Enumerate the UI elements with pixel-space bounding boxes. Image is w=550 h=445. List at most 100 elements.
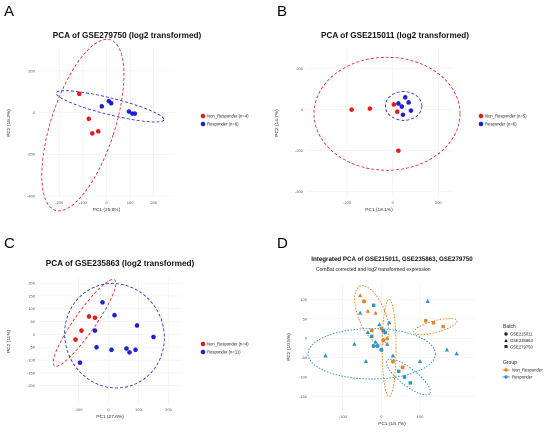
y-tick-label: 50 bbox=[31, 319, 36, 324]
confidence-ellipse bbox=[384, 91, 423, 121]
confidence-ellipse bbox=[64, 283, 165, 389]
x-tick-label: 0 bbox=[380, 414, 383, 419]
confidence-ellipse bbox=[413, 318, 458, 336]
y-tick-label: -400 bbox=[27, 193, 36, 198]
data-point bbox=[362, 299, 367, 304]
y-tick-label: 100 bbox=[28, 306, 35, 311]
data-point bbox=[112, 312, 117, 318]
panel-c-title: PCA of GSE235863 (log2 transformed) bbox=[46, 259, 195, 268]
data-point bbox=[349, 107, 354, 112]
data-point bbox=[132, 111, 138, 116]
legend-group-label: Responder bbox=[512, 375, 533, 380]
confidence-ellipse bbox=[381, 299, 397, 397]
panel-c-plot: -100 0 100 200 200 150 100 50 0 -50 -100 -150 -200 PC… bbox=[6, 278, 182, 420]
data-point bbox=[408, 381, 413, 385]
data-point bbox=[108, 100, 114, 106]
data-point bbox=[79, 328, 84, 333]
y-tick-label: 0 bbox=[301, 107, 304, 112]
data-point bbox=[379, 326, 384, 331]
y-axis-label: PC2 (16.3%) bbox=[6, 109, 12, 137]
panel-d-subtitle: ComBat corrected and log2 transformed ex… bbox=[316, 267, 431, 273]
data-point bbox=[357, 310, 363, 315]
confidence-ellipse bbox=[313, 56, 461, 171]
x-tick-label: 100 bbox=[135, 407, 142, 412]
panel-letter-a: A bbox=[4, 3, 14, 20]
legend-batch-label: GSE279750 bbox=[510, 345, 533, 350]
data-point bbox=[425, 299, 430, 304]
y-tick-label: -150 bbox=[27, 370, 36, 375]
legend-batch-label: GSE235863 bbox=[510, 338, 533, 343]
data-point bbox=[384, 335, 390, 340]
legend-label-responder: Responder (n=11) bbox=[207, 350, 241, 355]
legend-marker-non-responder bbox=[200, 341, 206, 347]
confidence-ellipse bbox=[307, 328, 436, 380]
data-point bbox=[352, 341, 357, 346]
data-point bbox=[109, 347, 114, 353]
panel-d-title: Integrated PCA of GSE215011, GSE235863, … bbox=[311, 256, 473, 263]
data-point bbox=[371, 303, 376, 307]
legend-marker-responder bbox=[478, 121, 484, 127]
data-point bbox=[396, 101, 401, 106]
data-point bbox=[86, 314, 92, 319]
legend-label-non-responder: Non_Responder (n=5) bbox=[485, 114, 527, 119]
panel-letter-b: B bbox=[277, 3, 287, 20]
panel-letter-c: C bbox=[4, 235, 15, 252]
data-point bbox=[92, 328, 98, 333]
legend-label-non-responder: Non_Responder (n=4) bbox=[207, 114, 249, 119]
data-point bbox=[92, 315, 98, 321]
x-tick-label: -100 bbox=[74, 407, 83, 412]
y-tick-label: 200 bbox=[296, 66, 303, 71]
y-tick-label: -50 bbox=[301, 355, 308, 360]
panel-d-plot: -100 0 100 100 50 0 -50 -100 -150 PC1 (18.7%) PC2 … bbox=[286, 282, 474, 427]
data-point bbox=[77, 360, 83, 365]
data-point bbox=[365, 330, 371, 335]
y-tick-label: -150 bbox=[299, 394, 308, 399]
data-point bbox=[126, 109, 132, 114]
legend-marker-non-responder bbox=[478, 113, 484, 119]
legend-label-responder: Responder (n=6) bbox=[485, 122, 517, 127]
data-point bbox=[417, 359, 423, 364]
data-point bbox=[377, 322, 382, 327]
data-point bbox=[384, 341, 390, 346]
data-point bbox=[323, 353, 328, 358]
data-point bbox=[375, 344, 380, 349]
data-point bbox=[369, 328, 374, 333]
legend-group-marker bbox=[504, 368, 508, 372]
y-tick-label: -400 bbox=[295, 189, 304, 194]
panel-b-plot: -200 0 200 200 0 -200 -400 PC1 (18.1%) PC2 (14.7… bbox=[274, 48, 461, 213]
data-point bbox=[399, 104, 405, 109]
legend-marker-responder bbox=[200, 121, 206, 127]
data-point bbox=[454, 351, 459, 356]
data-point bbox=[99, 104, 105, 109]
data-point bbox=[408, 108, 414, 113]
x-tick-label: 200 bbox=[435, 200, 442, 205]
data-point bbox=[386, 320, 392, 325]
confidence-ellipse bbox=[354, 285, 390, 345]
legend-label-responder: Responder (n=6) bbox=[207, 122, 239, 127]
legend-label-non-responder: Non_Responder (n=4) bbox=[207, 342, 249, 347]
y-tick-label: 50 bbox=[303, 316, 308, 321]
y-tick-label: 0 bbox=[33, 332, 36, 337]
y-axis-label: PC2 (11%) bbox=[6, 330, 12, 354]
confidence-ellipse bbox=[52, 278, 117, 367]
data-point bbox=[394, 109, 400, 114]
data-point bbox=[373, 310, 378, 315]
data-point bbox=[363, 359, 369, 364]
legend-group-marker bbox=[504, 375, 508, 379]
panel-a-legend: Non_Responder (n=4) Responder (n=6) bbox=[200, 114, 249, 127]
data-point bbox=[373, 339, 378, 344]
panel-c-legend: Non_Responder (n=4) Responder (n=11) bbox=[200, 341, 249, 355]
data-point bbox=[367, 106, 373, 111]
y-axis-label: PC2 (10.5%) bbox=[286, 333, 292, 361]
data-point bbox=[77, 91, 82, 97]
x-tick-label: -200 bbox=[343, 200, 352, 205]
data-point bbox=[431, 321, 436, 325]
data-point bbox=[397, 369, 401, 373]
data-point bbox=[365, 308, 371, 313]
data-point bbox=[133, 347, 138, 353]
data-point bbox=[357, 293, 363, 298]
y-tick-label: -200 bbox=[27, 383, 36, 388]
y-axis-label: PC2 (14.7%) bbox=[274, 109, 280, 137]
data-point bbox=[400, 112, 406, 118]
